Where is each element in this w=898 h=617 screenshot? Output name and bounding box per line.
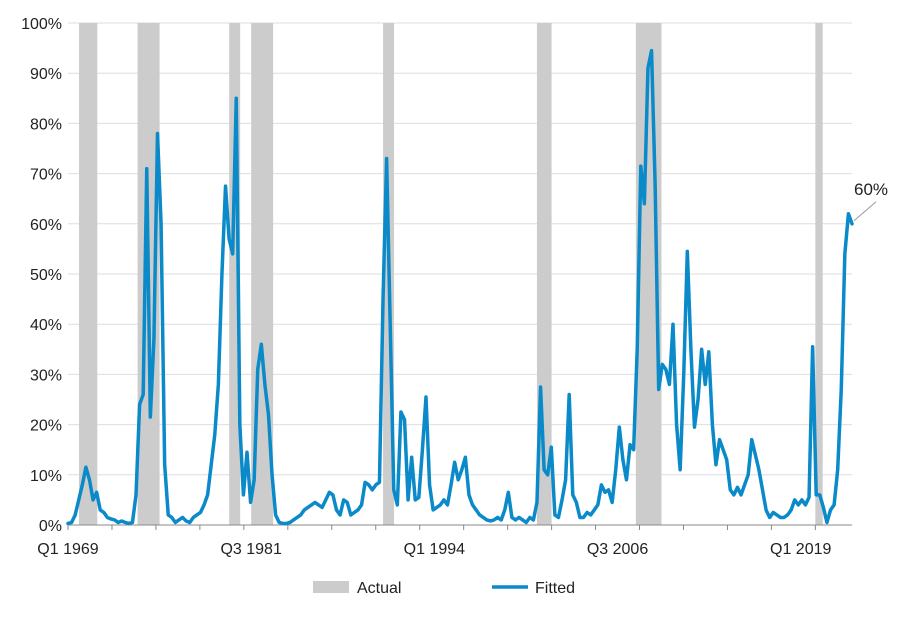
y-tick-label: 80% — [30, 116, 62, 133]
fitted-series-line — [66, 48, 854, 526]
legend-actual-swatch — [313, 581, 349, 593]
y-tick-label: 20% — [30, 418, 62, 435]
x-tick-label: Q1 2019 — [770, 541, 831, 558]
x-axis-ticks: Q1 1969 Q3 1981 Q1 1994 Q3 2006 Q1 2019 — [37, 525, 831, 558]
x-tick-label: Q3 2006 — [587, 541, 648, 558]
y-tick-label: 100% — [21, 16, 62, 33]
x-tick-label: Q1 1994 — [404, 541, 465, 558]
y-tick-label: 50% — [30, 267, 62, 284]
gridlines — [68, 22, 852, 476]
actual-recession-bar — [815, 23, 823, 525]
y-tick-label: 40% — [30, 317, 62, 334]
annotation-label: 60% — [854, 180, 888, 199]
y-tick-label: 90% — [30, 66, 62, 83]
y-tick-label: 10% — [30, 468, 62, 485]
annotation-leader-line — [853, 201, 877, 222]
y-tick-label: 60% — [30, 217, 62, 234]
legend-fitted-label: Fitted — [535, 580, 575, 597]
y-axis-ticks: 0% 10% 20% 30% 40% 50% 60% 70% 80% 90% 100% — [21, 16, 62, 535]
legend-actual-label: Actual — [357, 580, 401, 597]
y-tick-label: 0% — [39, 518, 62, 535]
x-tick-label: Q1 1969 — [37, 541, 98, 558]
actual-recession-bar — [229, 23, 241, 525]
x-tick-label: Q3 1981 — [220, 541, 281, 558]
y-tick-label: 30% — [30, 367, 62, 384]
annotation-group: 60% — [853, 180, 888, 222]
legend: Actual Fitted — [313, 580, 575, 597]
actual-recession-bar — [78, 23, 98, 525]
y-tick-label: 70% — [30, 167, 62, 184]
